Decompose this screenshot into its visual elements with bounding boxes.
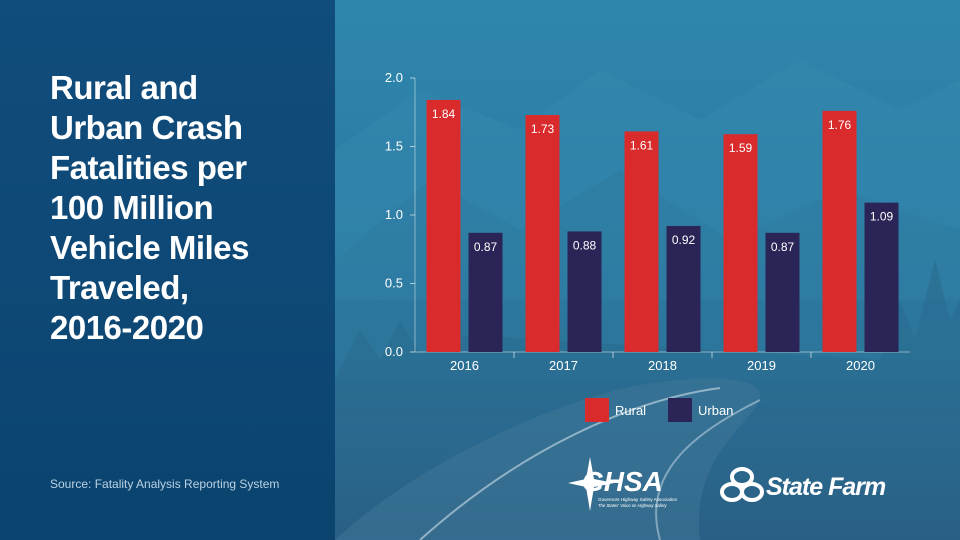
y-tick-label: 0.5 [385,276,403,291]
x-tick-label: 2017 [549,358,578,373]
title-line-5: Vehicle Miles [50,229,249,266]
title-line-7: 2016-2020 [50,309,204,346]
bar-value-label: 0.88 [573,238,597,252]
y-tick-label: 0.0 [385,344,403,359]
ghsa-logo: GHSA Governors Highway Safety Associatio… [568,457,678,511]
title-line-4: 100 Million [50,189,214,226]
statefarm-logo: State Farm [720,467,887,502]
bar-value-label: 0.87 [474,240,498,254]
bar-value-label: 1.61 [630,138,654,152]
statefarm-ovals-icon [720,467,764,502]
x-tick-label: 2020 [846,358,875,373]
x-tick-label: 2019 [747,358,776,373]
legend-label-urban: Urban [698,403,733,418]
tree-line [335,260,960,420]
x-tick-label: 2016 [450,358,479,373]
ghsa-wordmark: GHSA [582,466,663,497]
bar-value-label: 1.76 [828,118,852,132]
bar-value-label: 1.73 [531,122,555,136]
bar-rural [525,114,560,353]
title-line-1: Rural and [50,69,198,106]
title-panel: Rural and Urban Crash Fatalities per 100… [0,0,335,540]
bar-value-label: 0.92 [672,233,696,247]
bar-urban [666,225,701,352]
x-tick-label: 2018 [648,358,677,373]
bar-value-label: 1.09 [870,210,894,224]
road [335,378,760,540]
bar-rural [723,134,758,352]
bar-urban [864,202,899,352]
ghsa-subline-1: Governors Highway Safety Association [598,497,678,502]
bar-urban [468,232,503,352]
bar-value-label: 1.59 [729,141,753,155]
title-line-6: Traveled, [50,269,189,306]
bar-rural [426,99,461,352]
source-note: Source: Fatality Analysis Reporting Syst… [50,477,280,491]
legend-swatch-urban [668,398,692,422]
legend-swatch-rural [585,398,609,422]
title-line-2: Urban Crash [50,109,243,146]
ghsa-star-icon [568,457,614,511]
y-tick-label: 2.0 [385,70,403,85]
bar-rural [624,131,659,352]
bar-urban [567,231,602,352]
statefarm-wordmark: State Farm [766,473,886,501]
y-tick-label: 1.5 [385,139,403,154]
bar-rural [822,110,857,352]
road-edge [419,387,721,540]
bar-value-label: 1.84 [432,107,456,121]
bar-value-label: 0.87 [771,240,795,254]
bar-urban [765,232,800,352]
y-tick-label: 1.0 [385,207,403,222]
road-edge-2 [655,399,761,540]
legend-label-rural: Rural [615,403,646,418]
title-line-3: Fatalities per [50,149,247,186]
bar-chart: 0.0 0.5 1.0 1.5 2.0 1.84 0.87 1.73 0.88 1.61 0.92… [385,70,910,422]
ghsa-subline-2: The States' Voice on Highway Safety [598,503,668,508]
